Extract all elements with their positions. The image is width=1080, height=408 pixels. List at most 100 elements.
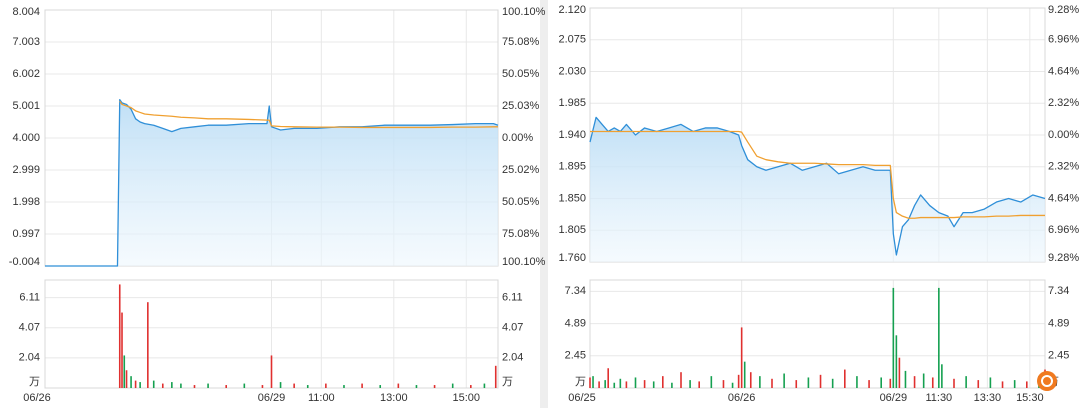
volume-bar (904, 370, 907, 388)
y-tick-label: 2.030 (558, 65, 586, 77)
y-tick-label: 1.805 (558, 224, 586, 236)
price-area (590, 117, 1045, 262)
volume-bar (270, 355, 273, 388)
volume-bar (652, 381, 655, 388)
watermark-icon-ring (1041, 375, 1053, 387)
price-line (589, 116, 1046, 256)
volume-bar (470, 385, 472, 388)
volume-bar (1001, 381, 1004, 388)
y-tick-label: 7.34 (565, 285, 586, 297)
volume-bar (225, 385, 227, 388)
volume-bar (451, 383, 454, 388)
volume-bar (795, 380, 798, 388)
y-tick-label: 1.895 (558, 161, 586, 173)
volume-bar (749, 372, 752, 388)
volume-bar (740, 327, 743, 388)
volume-bar (125, 370, 128, 388)
volume-bar (613, 382, 616, 388)
y-tick-label-right: 6.11 (502, 292, 523, 304)
y-tick-label: 1.998 (12, 196, 40, 208)
volume-bar (895, 335, 898, 388)
x-tick-label: 06/26 (23, 392, 51, 404)
y-tick-label: 5.001 (12, 100, 40, 112)
x-tick-label: 15:00 (453, 392, 481, 404)
volume-bar (293, 383, 295, 388)
volume-bar (261, 385, 264, 388)
volume-bar (494, 365, 497, 388)
volume-bar (279, 382, 282, 388)
volume-bar (152, 380, 155, 388)
volume-bar (397, 383, 400, 388)
volume-bar (634, 377, 637, 388)
y-tick-label: 6.002 (12, 68, 40, 80)
x-tick-label: 06/25 (568, 392, 596, 404)
y-tick-label: -0.004 (9, 256, 40, 268)
volume-bar (625, 381, 628, 388)
volume-bar (941, 364, 943, 388)
volume-bar (118, 284, 121, 388)
y2-tick-label: 9.28% (1048, 252, 1079, 264)
x-tick-label: 11:00 (308, 392, 335, 404)
plot-frame (589, 279, 1046, 389)
y-tick-label: 1.760 (558, 252, 586, 264)
y-tick-label: 4.07 (19, 322, 40, 334)
volume-bar (598, 381, 600, 388)
y-tick-label: 2.999 (12, 164, 40, 176)
panel-gap (540, 0, 548, 408)
watermark-icon (1037, 371, 1057, 391)
volume-bar (743, 361, 746, 388)
y-tick-label: 2.120 (558, 4, 586, 16)
y2-tick-label: 6.96% (1048, 34, 1079, 46)
volume-bar (880, 377, 882, 388)
volume-bar (643, 380, 646, 388)
volume-bar (771, 378, 773, 388)
y-tick-label: 7.003 (12, 36, 40, 48)
volume-bar (989, 377, 992, 388)
volume-bar (619, 378, 622, 388)
volume-bar (965, 376, 967, 388)
volume-bar (783, 373, 785, 388)
y-tick-label-right: 2.45 (1048, 350, 1069, 362)
volume-bar (856, 376, 858, 388)
volume-bar (807, 377, 810, 388)
y2-tick-label: 4.64% (1048, 65, 1079, 77)
volume-bar (589, 377, 591, 388)
volume-bar (731, 382, 734, 388)
volume-bar (977, 380, 980, 388)
volume-bar (710, 376, 713, 388)
volume-bar (889, 378, 892, 388)
volume-bar (671, 382, 673, 388)
volume-bar (379, 385, 382, 388)
x-tick-label: 06/26 (728, 392, 756, 404)
y-tick-label-right: 2.04 (502, 352, 523, 364)
volume-bar (953, 378, 955, 388)
volume-bar (415, 385, 418, 388)
volume-bar (759, 376, 761, 388)
y2-tick-label: 100.10% (502, 6, 546, 18)
y-tick-label: 2.45 (565, 350, 586, 362)
volume-bar (1013, 380, 1016, 388)
volume-bar (243, 383, 246, 388)
y2-tick-label: 9.28% (1048, 4, 1079, 16)
y-tick-label-right: 7.34 (1048, 285, 1069, 297)
volume-bar (207, 383, 209, 388)
volume-bar (343, 385, 345, 388)
volume-bar (931, 377, 934, 388)
y2-tick-label: 75.08% (502, 36, 540, 48)
y2-tick-label: 6.96% (1048, 224, 1079, 236)
x-tick-label: 13:30 (974, 392, 1002, 404)
y2-tick-label: 75.08% (502, 228, 540, 240)
x-tick-label: 06/29 (258, 392, 286, 404)
volume-bar (819, 374, 822, 388)
volume-bar (844, 369, 846, 388)
volume-bar (123, 355, 126, 388)
y2-tick-label: 25.02% (502, 164, 540, 176)
volume-bar (1026, 381, 1028, 388)
y-tick-label: 8.004 (12, 6, 40, 18)
volume-bar (607, 368, 609, 388)
y-tick-label: 万 (29, 376, 40, 388)
volume-bar (171, 382, 173, 388)
volume-bar (662, 376, 664, 388)
y-tick-label-right: 4.07 (502, 322, 523, 334)
